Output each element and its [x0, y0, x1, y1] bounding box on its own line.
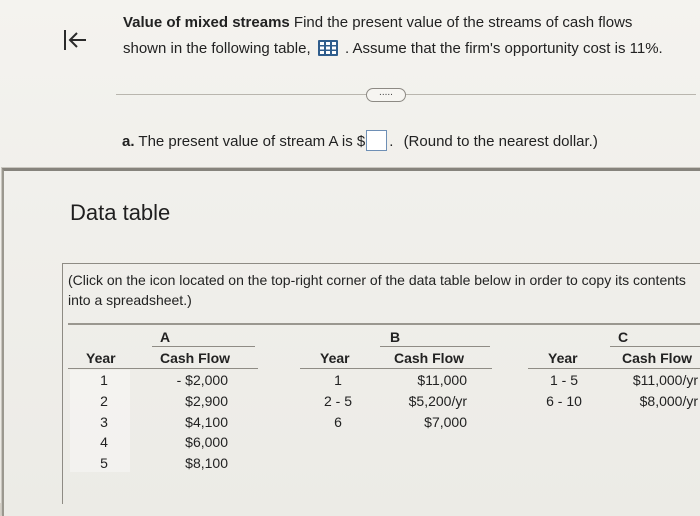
table-cell: $7,000: [424, 414, 467, 430]
table-cell: $2,900: [185, 393, 228, 409]
stream-b-header: B: [389, 329, 401, 345]
table-cell: $8,000/yr: [639, 393, 698, 409]
table-cell: 6: [334, 414, 342, 430]
stream-b-year-header: Year: [320, 350, 350, 366]
table-cell: $5,200/yr: [408, 393, 467, 409]
spreadsheet-grid-icon[interactable]: [317, 39, 339, 57]
table-cell: 1 - 5: [549, 372, 578, 388]
question-line2-start: shown in the following table,: [123, 40, 311, 57]
modal-title: Data table: [70, 200, 171, 225]
table-cell: $11,000/yr: [632, 372, 698, 388]
collapse-left-arrow-icon[interactable]: [58, 24, 90, 56]
table-cell: $11,000: [417, 372, 467, 388]
table-cell: 2: [100, 393, 108, 409]
stream-a-header: A: [159, 329, 171, 345]
question-text: Value of mixed streams Find the present …: [123, 10, 693, 62]
stream-a-year-header: Year: [86, 350, 116, 366]
table-cell: 4: [100, 434, 108, 450]
stream-c-year-header: Year: [548, 350, 578, 366]
section-divider: .....: [116, 88, 696, 102]
data-table-modal: [2, 168, 700, 516]
table-cell: 5: [100, 455, 108, 471]
stream-a-year-column: [70, 370, 130, 472]
present-value-answer-input[interactable]: [366, 130, 388, 151]
stream-c-cashflow-header: Cash Flow: [622, 350, 693, 366]
rounding-hint: (Round to the nearest dollar.): [403, 133, 598, 150]
table-cell: 1: [334, 372, 342, 388]
stream-a-header-rule: [68, 368, 258, 369]
table-cell: 2 - 5: [323, 393, 352, 409]
expand-more-button[interactable]: .....: [366, 88, 406, 102]
stream-a-cashflow-header: Cash Flow: [160, 350, 231, 366]
divider-line: [116, 94, 696, 95]
stream-a-rule: [152, 346, 255, 347]
part-a-text: The present value of stream A is $: [138, 133, 366, 150]
question-line2-end: . Assume that the firm's opportunity cos…: [344, 40, 663, 57]
table-cell: - $2,000: [176, 372, 228, 388]
part-a-label: a.: [122, 133, 135, 150]
stream-b-rule: [380, 346, 490, 347]
stream-b-cashflow-header: Cash Flow: [394, 350, 465, 366]
table-cell: $8,100: [185, 455, 228, 471]
stream-b-header-rule: [300, 368, 492, 369]
stream-c-header-rule: [528, 368, 700, 369]
stream-c-rule: [610, 346, 700, 347]
copy-instructions: (Click on the icon located on the top-ri…: [68, 272, 686, 308]
table-top-rule: [68, 323, 700, 325]
table-cell: 1: [100, 372, 108, 388]
question-title: Value of mixed streams: [123, 14, 290, 31]
table-cell: 3: [100, 414, 108, 430]
question-line1: Find the present value of the streams of…: [293, 14, 633, 31]
table-cell: 6 - 10: [546, 393, 582, 409]
table-cell: $6,000: [185, 434, 228, 450]
data-table-panel: [62, 263, 700, 504]
part-a-period: .: [389, 133, 394, 150]
stream-c-header: C: [617, 329, 629, 345]
part-a-question: a. The present value of stream A is $. (…: [122, 130, 598, 151]
table-cell: $4,100: [185, 414, 228, 430]
